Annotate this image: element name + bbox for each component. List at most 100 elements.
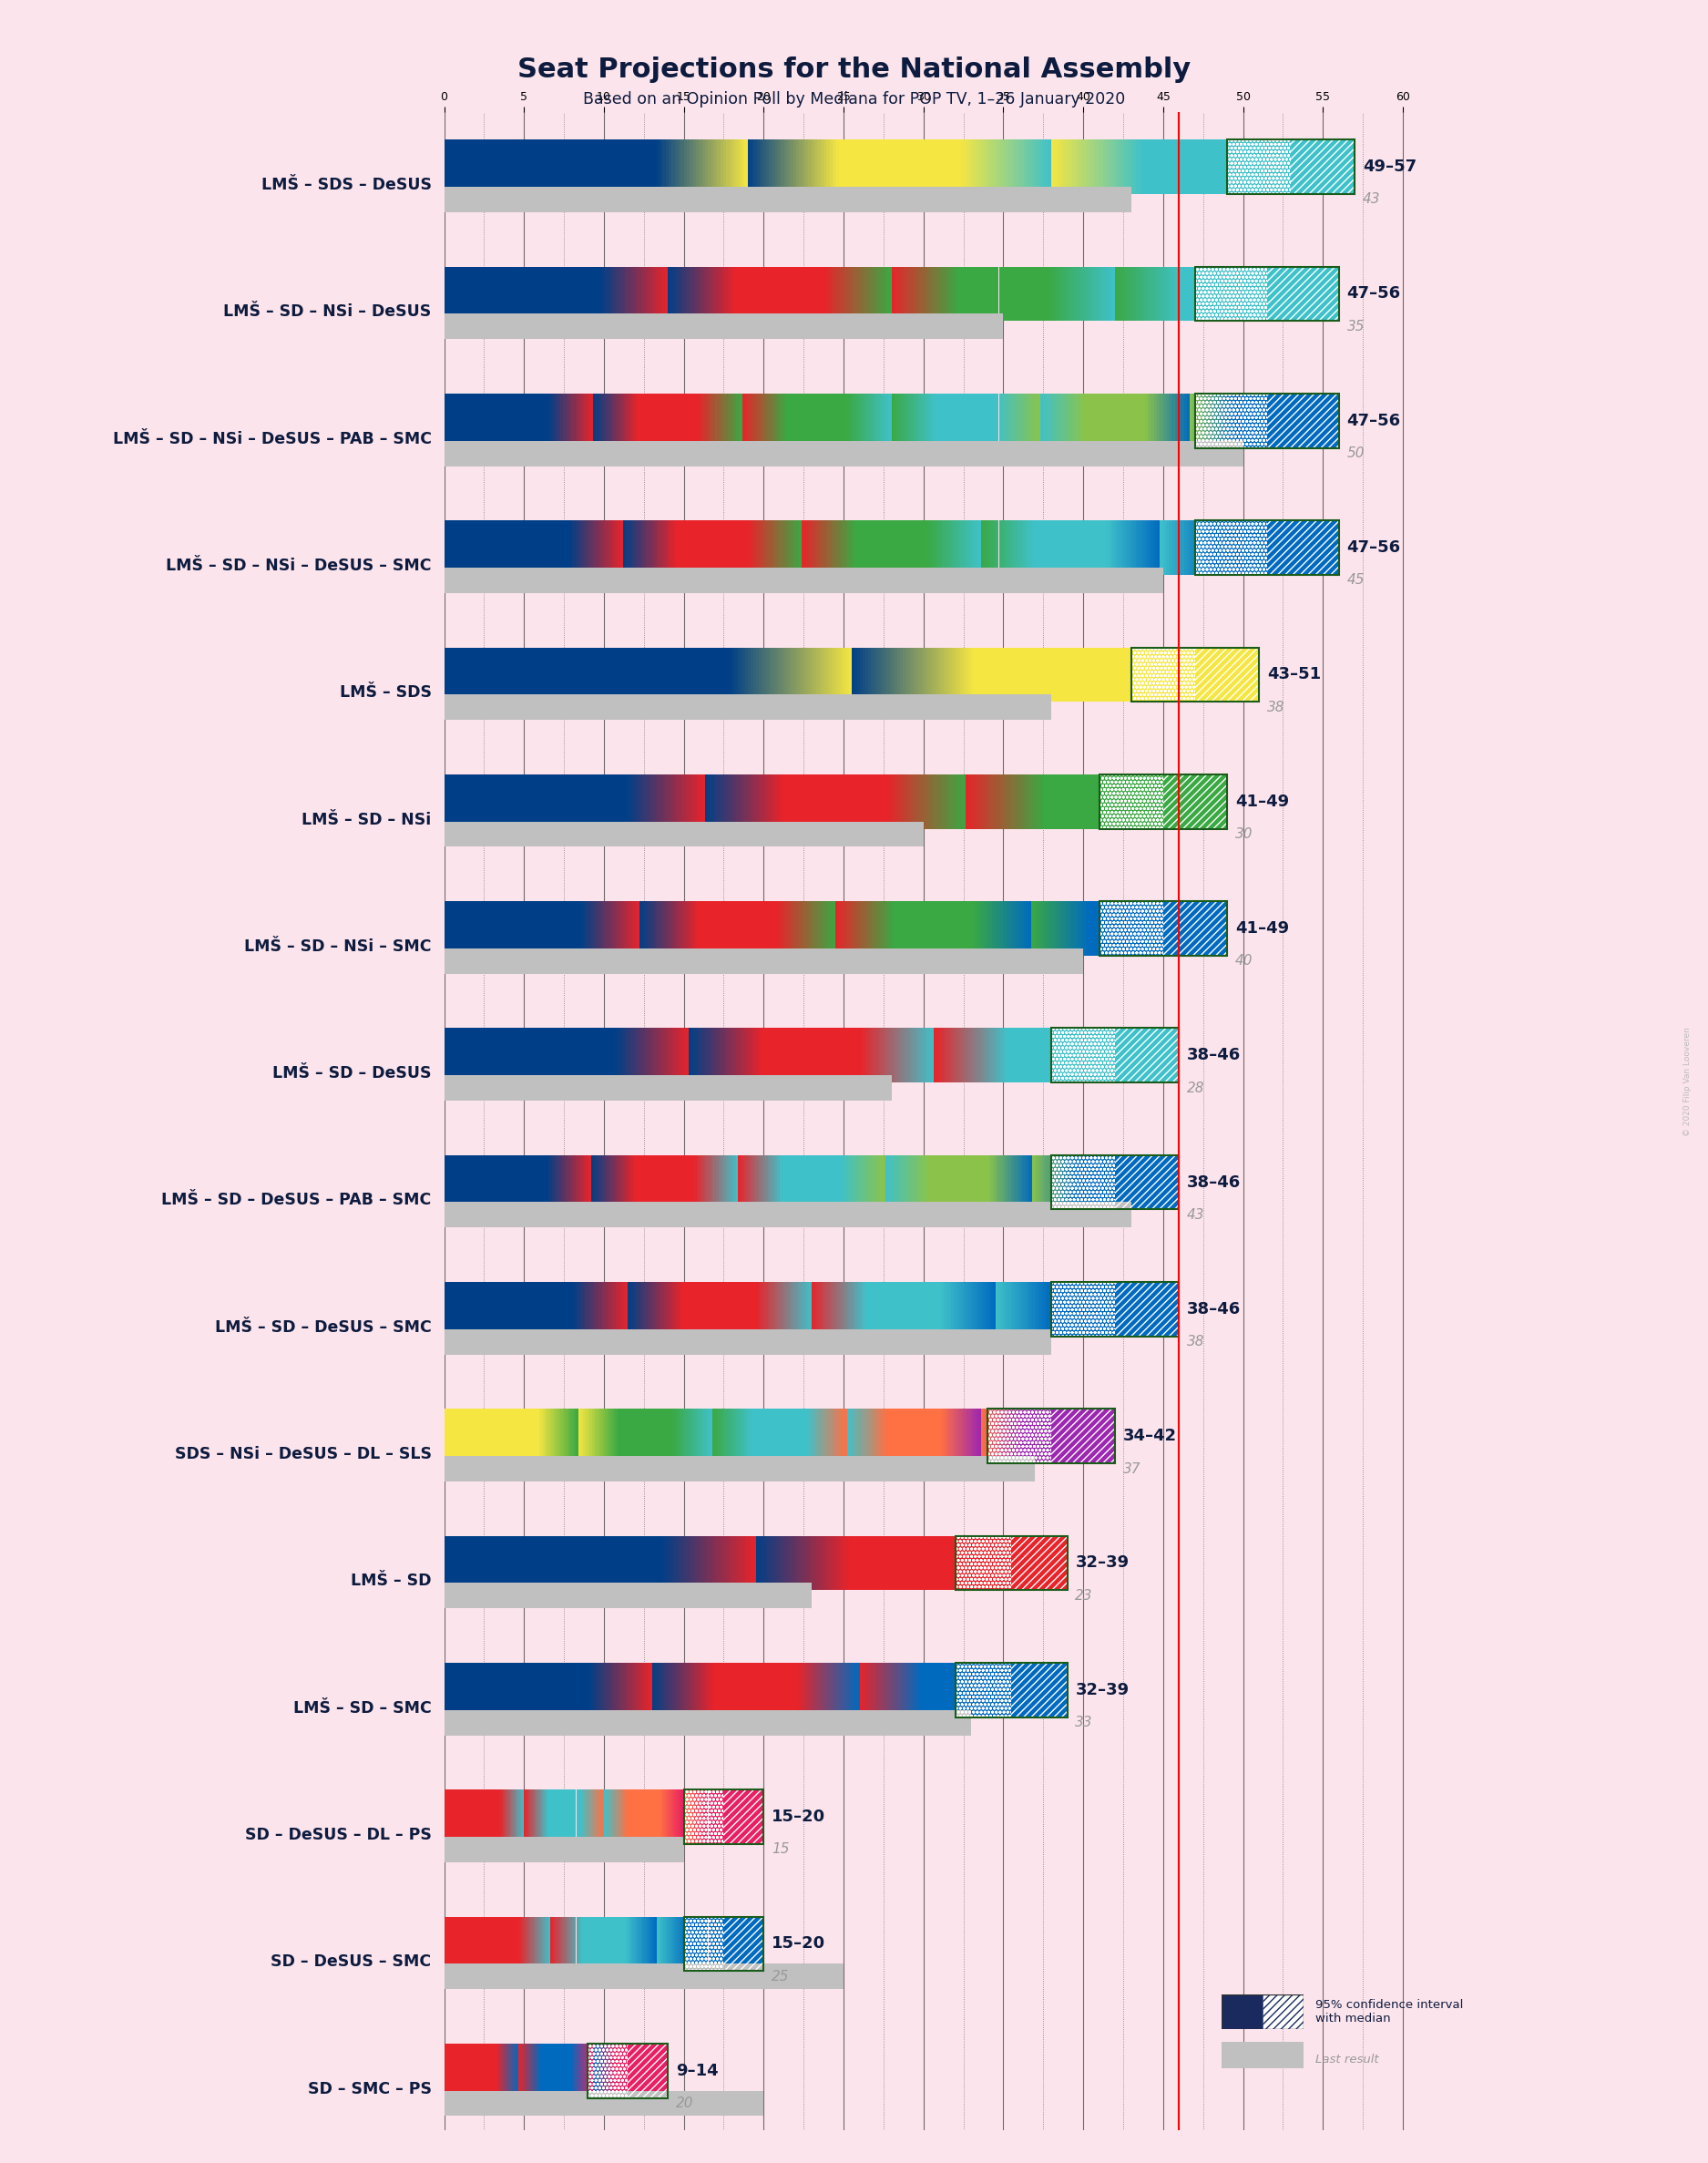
Bar	[1042, 1663, 1044, 1717]
Bar	[656, 1536, 658, 1590]
Bar	[630, 1155, 632, 1209]
Bar	[519, 1283, 523, 1337]
Bar	[1319, 394, 1320, 448]
Bar	[506, 1283, 507, 1337]
Bar	[1132, 394, 1136, 448]
Bar	[687, 902, 690, 956]
Bar	[808, 1408, 811, 1464]
Bar	[784, 1408, 786, 1464]
Bar	[796, 1408, 798, 1464]
Bar	[934, 1155, 936, 1209]
Bar	[533, 1663, 536, 1717]
Bar	[1320, 394, 1324, 448]
Bar	[459, 1536, 461, 1590]
Bar	[632, 1408, 634, 1464]
Bar	[945, 394, 948, 448]
Bar	[1083, 647, 1085, 701]
Bar	[914, 1027, 917, 1082]
Bar	[695, 266, 697, 320]
Bar	[1073, 902, 1076, 956]
Bar	[719, 266, 721, 320]
Bar	[473, 394, 477, 448]
Bar	[1120, 647, 1124, 701]
Bar	[1091, 774, 1093, 828]
Bar	[468, 1283, 471, 1337]
Bar	[1177, 1283, 1179, 1337]
Bar	[873, 1663, 874, 1717]
Bar	[822, 647, 825, 701]
Bar	[1187, 394, 1190, 448]
Bar	[909, 394, 912, 448]
Bar	[535, 774, 538, 828]
Bar	[480, 266, 483, 320]
Bar	[750, 1283, 753, 1337]
Bar	[974, 1027, 975, 1082]
Bar	[494, 1663, 495, 1717]
Bar	[1078, 774, 1081, 828]
Bar	[1020, 394, 1023, 448]
Bar	[1009, 1663, 1011, 1717]
Bar	[1076, 266, 1079, 320]
Bar	[1216, 902, 1220, 956]
Bar	[839, 394, 840, 448]
Bar	[972, 647, 974, 701]
Bar	[815, 774, 816, 828]
Bar	[1163, 394, 1167, 448]
Bar	[934, 1663, 936, 1717]
Bar	[731, 1027, 733, 1082]
Bar	[444, 1075, 892, 1101]
Bar	[1062, 1663, 1066, 1717]
Bar	[1225, 902, 1226, 956]
Bar	[647, 266, 649, 320]
Bar	[933, 774, 934, 828]
Bar	[642, 1536, 644, 1590]
Bar	[963, 1027, 967, 1082]
Bar	[1156, 774, 1160, 828]
Bar	[1247, 394, 1249, 448]
Bar	[581, 141, 584, 195]
Bar	[1028, 521, 1032, 575]
Bar	[840, 1408, 842, 1464]
Bar	[828, 266, 832, 320]
Bar	[893, 141, 897, 195]
Bar	[1225, 141, 1228, 195]
Bar	[615, 394, 617, 448]
Bar	[465, 141, 468, 195]
Bar	[680, 1155, 681, 1209]
Bar	[745, 902, 746, 956]
Bar	[883, 902, 885, 956]
Bar	[652, 902, 656, 956]
Bar	[799, 1155, 801, 1209]
Bar	[979, 141, 982, 195]
Bar	[840, 521, 844, 575]
Bar	[569, 1663, 570, 1717]
Bar	[767, 1155, 770, 1209]
Bar	[458, 774, 459, 828]
Bar	[596, 774, 598, 828]
Bar	[502, 774, 504, 828]
Bar	[789, 647, 793, 701]
Bar	[635, 521, 639, 575]
Bar	[560, 647, 564, 701]
Bar	[603, 774, 606, 828]
Bar	[770, 1663, 772, 1717]
Bar	[567, 902, 569, 956]
Bar	[605, 1663, 606, 1717]
Bar	[979, 1155, 980, 1209]
Bar	[917, 1663, 919, 1717]
Bar	[789, 1155, 793, 1209]
Bar	[596, 1536, 598, 1590]
Bar	[495, 521, 497, 575]
Bar	[697, 902, 700, 956]
Bar	[823, 774, 825, 828]
Bar	[1107, 774, 1110, 828]
Bar	[801, 1663, 803, 1717]
Bar	[630, 1408, 632, 1464]
Bar	[951, 1408, 955, 1464]
Bar	[714, 1155, 716, 1209]
Bar	[770, 1283, 772, 1337]
Bar	[506, 1536, 509, 1590]
Bar	[480, 1663, 482, 1717]
Bar	[777, 1155, 781, 1209]
Bar	[1336, 394, 1339, 448]
